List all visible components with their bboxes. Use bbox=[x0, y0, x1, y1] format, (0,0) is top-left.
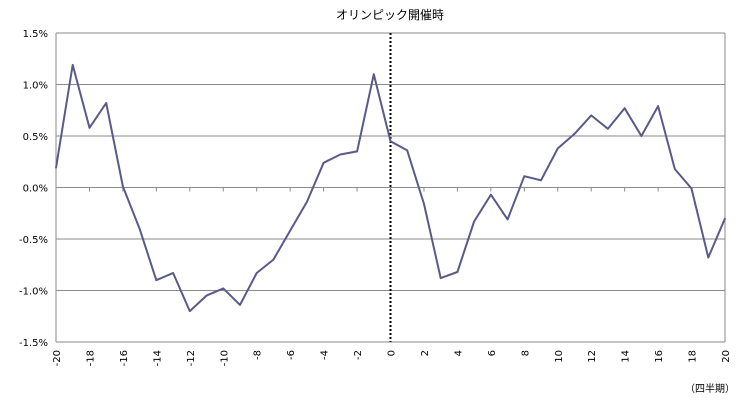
x-tick-label: 4 bbox=[453, 350, 464, 356]
x-tick-label: -18 bbox=[85, 350, 96, 366]
x-tick-label: -14 bbox=[152, 350, 163, 366]
data-point bbox=[222, 287, 225, 290]
data-point bbox=[138, 227, 141, 230]
data-point bbox=[423, 203, 425, 205]
data-point bbox=[707, 256, 710, 259]
y-tick-label: -1.5% bbox=[19, 338, 48, 349]
data-point bbox=[55, 167, 57, 169]
data-point bbox=[339, 153, 342, 156]
data-point bbox=[573, 133, 576, 135]
data-point bbox=[623, 107, 626, 109]
y-tick-label: 1.5% bbox=[23, 29, 48, 40]
data-point bbox=[506, 218, 509, 221]
x-tick-label: -8 bbox=[253, 350, 264, 360]
data-point bbox=[88, 126, 91, 129]
data-point bbox=[172, 272, 174, 274]
data-point bbox=[607, 127, 609, 130]
data-point bbox=[724, 217, 726, 220]
x-tick-label: -10 bbox=[219, 350, 230, 366]
series bbox=[55, 63, 726, 313]
x-axis: -20 -18 -16 -14 -12 -10 -8 -6 -4 -2 0 2 4 6 8 10 12 14 16 1… bbox=[52, 187, 732, 366]
x-tick-label: -20 bbox=[52, 350, 63, 366]
x-tick-label: -4 bbox=[320, 350, 331, 360]
data-point bbox=[372, 73, 375, 75]
x-tick-label: -2 bbox=[353, 350, 364, 360]
y-tick-label: 0.0% bbox=[23, 184, 48, 195]
x-tick-label: 0 bbox=[387, 350, 398, 356]
data-point bbox=[490, 193, 492, 196]
data-point bbox=[239, 304, 241, 306]
data-point bbox=[590, 114, 592, 117]
data-point bbox=[189, 310, 191, 312]
y-axis: 1.5% 1.0% 0.5% 0.0% -0.5% -1.0% -1.5% bbox=[19, 29, 48, 349]
data-point bbox=[155, 279, 158, 282]
data-point bbox=[473, 220, 475, 223]
x-tick-label: -12 bbox=[186, 350, 197, 366]
data-point bbox=[205, 294, 208, 297]
x-tick-label: -16 bbox=[119, 350, 130, 366]
data-point bbox=[322, 161, 325, 164]
chart-title: オリンピック開催時 bbox=[336, 8, 444, 22]
data-point bbox=[456, 271, 459, 273]
data-point bbox=[289, 229, 291, 232]
data-point bbox=[356, 150, 358, 153]
y-tick-label: -1.0% bbox=[19, 287, 48, 298]
data-point bbox=[523, 175, 526, 177]
data-point bbox=[272, 258, 275, 261]
x-tick-label: 12 bbox=[587, 350, 598, 363]
data-point bbox=[122, 185, 124, 188]
data-point bbox=[540, 179, 542, 182]
data-point bbox=[306, 201, 308, 203]
x-tick-label: 8 bbox=[520, 350, 531, 356]
data-point bbox=[389, 140, 392, 142]
x-tick-label: 16 bbox=[654, 350, 665, 363]
x-tick-label: 10 bbox=[554, 350, 565, 363]
data-point bbox=[71, 64, 74, 66]
y-tick-label: 1.0% bbox=[23, 81, 48, 92]
data-point bbox=[255, 272, 258, 274]
data-point bbox=[674, 168, 676, 170]
data-point bbox=[657, 105, 659, 107]
x-tick-label: 20 bbox=[721, 350, 732, 363]
data-point bbox=[406, 149, 409, 152]
grid bbox=[55, 32, 726, 343]
data-point bbox=[105, 102, 107, 104]
x-tick-label: 18 bbox=[688, 350, 699, 363]
data-point bbox=[690, 187, 693, 190]
x-axis-unit-label: （四半期） bbox=[685, 382, 735, 395]
data-point bbox=[640, 135, 643, 137]
data-point bbox=[439, 277, 442, 279]
data-point bbox=[556, 147, 559, 150]
y-tick-label: 0.5% bbox=[23, 132, 48, 143]
y-tick-label: -0.5% bbox=[19, 235, 48, 246]
x-tick-label: 14 bbox=[621, 350, 632, 363]
x-tick-label: 6 bbox=[487, 350, 498, 356]
x-tick-label: -6 bbox=[286, 350, 297, 360]
x-tick-label: 2 bbox=[420, 350, 431, 356]
